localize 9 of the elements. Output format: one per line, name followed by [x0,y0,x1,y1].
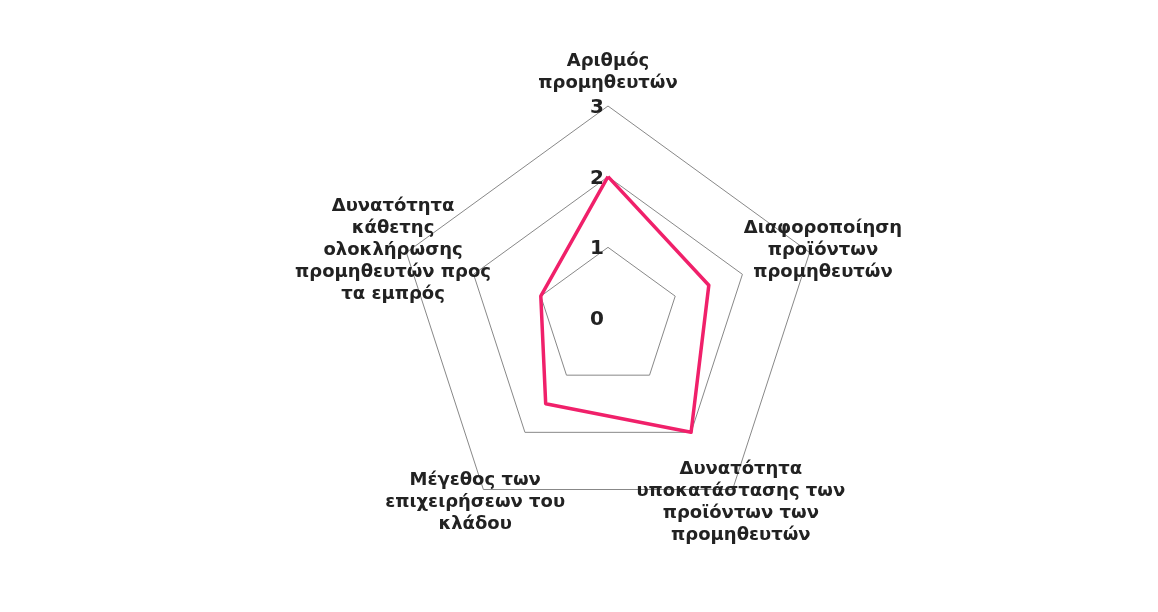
y-tick-label: 3 [590,94,604,118]
spoke-label: Δυνατότητα υποκατάστασης των προϊόντων των προμηθευτών [636,457,846,545]
y-tick-label: 1 [590,235,604,260]
y-tick-label: 0 [590,306,604,330]
spoke-label: Διαφοροποίηση προϊόντων προμηθευτών [743,215,903,281]
spoke-label: Μέγεθος των επιχειρήσεων του κλάδου [385,468,566,534]
spoke-label: Δυνατότητα κάθετης ολοκλήρωσης προμηθευτών προς τα εμπρός [295,193,492,303]
spoke-label: Αριθμός προμηθευτών [538,48,678,92]
y-tick-label: 2 [590,164,604,189]
